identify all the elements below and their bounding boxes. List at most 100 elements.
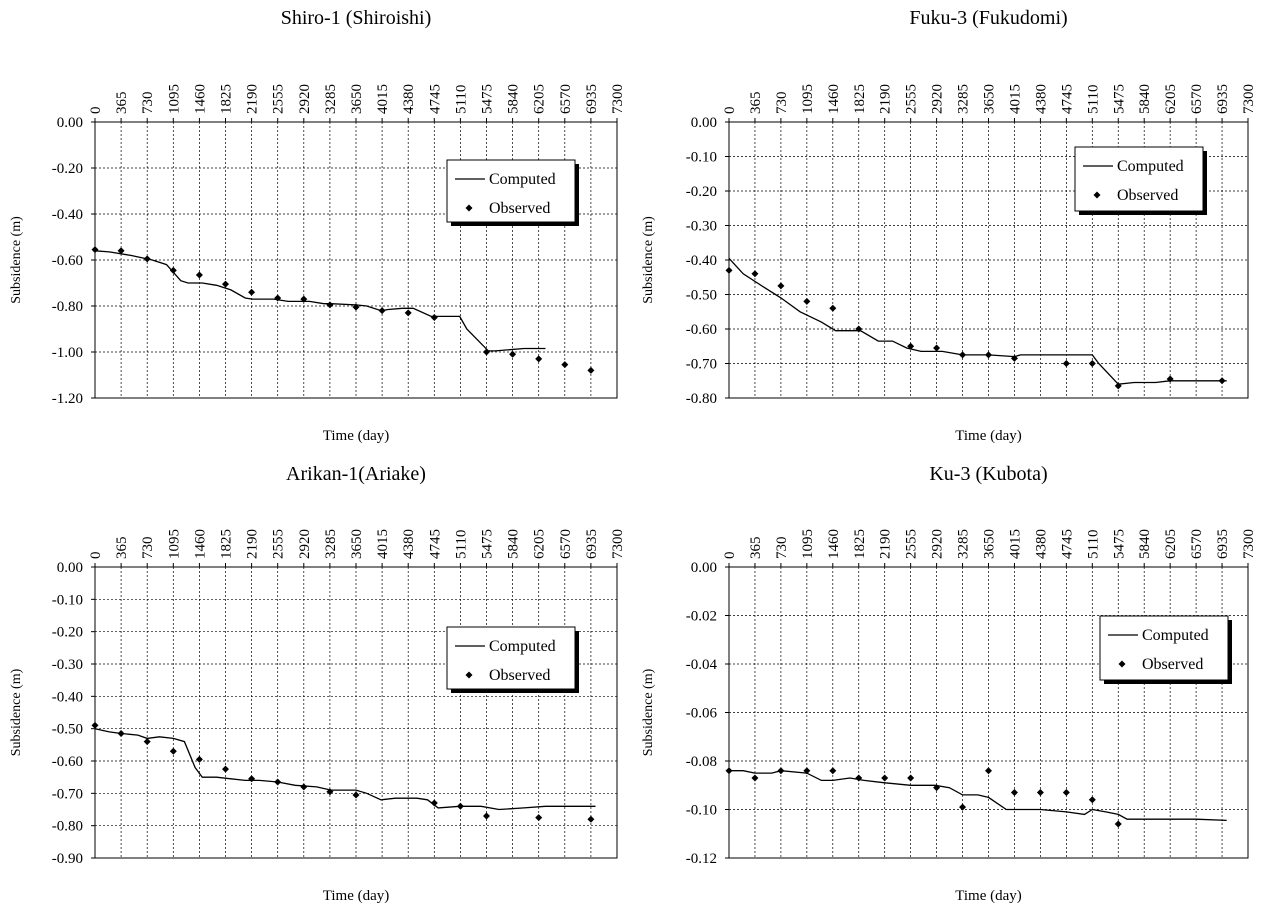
y-tick-label: -0.60 [52, 253, 83, 269]
x-tick-label: 6570 [1189, 84, 1205, 114]
x-tick-label: 5840 [506, 529, 522, 559]
x-tick-label: 1095 [166, 84, 182, 114]
chart-title: Arikan-1(Ariake) [286, 463, 426, 485]
y-tick-label: -0.02 [686, 609, 717, 625]
x-tick-label: 2190 [245, 84, 261, 114]
x-tick-label: 2920 [297, 84, 313, 114]
y-tick-label: -0.80 [686, 391, 717, 407]
y-tick-label: -0.90 [52, 851, 83, 867]
observed-point [535, 355, 543, 363]
y-tick-label: -0.30 [52, 657, 83, 673]
x-tick-label: 6205 [532, 84, 548, 114]
observed-point [1088, 360, 1096, 367]
x-tick-label: 1095 [800, 84, 816, 114]
x-tick-label: 4015 [1007, 529, 1023, 559]
observed-point [143, 738, 151, 746]
x-tick-label: 5840 [506, 84, 522, 114]
observed-point [587, 815, 595, 823]
x-tick-label: 1095 [166, 529, 182, 559]
observed-point [222, 280, 229, 288]
chart-panel-fuku-3: Fuku-3 (Fukudomi) Subsidence (m) Time (d… [632, 0, 1263, 456]
x-tick-label: 3285 [323, 84, 339, 114]
x-tick-label: 6570 [558, 529, 574, 559]
x-tick-label: 3650 [349, 529, 365, 559]
y-axis-label: Subsidence (m) [641, 216, 656, 304]
observed-point [855, 774, 863, 782]
x-axis-label: Time (day) [323, 428, 390, 444]
observed-point [959, 351, 967, 359]
legend: Computed Observed [446, 626, 579, 693]
legend-marker-swatch [465, 671, 473, 679]
observed-point [1062, 789, 1070, 797]
observed-point [404, 309, 412, 317]
observed-point [1114, 382, 1122, 390]
observed-point [352, 791, 360, 799]
x-tick-label: 730 [140, 92, 156, 115]
legend-label: Computed [489, 171, 556, 188]
x-tick-label: 4015 [375, 529, 391, 559]
y-tick-label: -0.06 [686, 706, 718, 722]
x-tick-label: 5475 [1111, 529, 1127, 559]
y-tick-label: -0.10 [686, 150, 717, 166]
observed-series [91, 246, 595, 374]
x-tick-label: 4380 [401, 529, 417, 559]
chart-panel-shiro-1: Shiro-1 (Shiroishi) Subsidence (m) Time … [0, 0, 632, 456]
x-tick-label: 3285 [956, 84, 972, 114]
x-tick-label: 730 [774, 92, 790, 115]
legend-box [446, 626, 576, 690]
observed-point [274, 778, 282, 786]
x-tick-label: 5475 [480, 529, 496, 559]
y-tick-label: -0.20 [52, 625, 83, 641]
x-tick-label: 1460 [192, 529, 208, 559]
observed-point [803, 767, 811, 775]
x-tick-label: 5840 [1137, 84, 1153, 114]
computed-series-line [94, 250, 546, 352]
x-tick-label: 3650 [349, 84, 365, 114]
x-tick-label: 1460 [826, 529, 842, 559]
y-tick-label: -0.50 [52, 722, 83, 738]
observed-point [300, 783, 308, 791]
chart-panel-ku-3: Ku-3 (Kubota) Subsidence (m) Time (day) … [632, 456, 1263, 913]
chart-title: Shiro-1 (Shiroishi) [281, 7, 432, 29]
x-tick-label: 2190 [245, 529, 261, 559]
observed-point [169, 747, 177, 755]
y-tick-label: -0.10 [686, 803, 717, 819]
y-tick-label: -0.12 [686, 851, 717, 867]
x-tick-label: 4745 [427, 84, 443, 114]
x-tick-label: 4745 [1059, 529, 1075, 559]
x-tick-label: 6205 [1163, 529, 1179, 559]
y-tick-label: -0.40 [686, 253, 717, 269]
x-tick-label: 365 [114, 537, 130, 560]
x-tick-label: 5110 [453, 85, 469, 114]
x-tick-label: 7300 [1241, 84, 1257, 114]
observed-point [430, 314, 438, 321]
x-tick-label: 0 [88, 107, 104, 115]
observed-point [274, 294, 282, 302]
x-tick-label: 5110 [1085, 530, 1101, 559]
observed-point [751, 270, 759, 278]
y-tick-label: -0.50 [686, 288, 717, 304]
observed-point [143, 255, 151, 263]
x-tick-label: 4380 [401, 84, 417, 114]
observed-point [483, 812, 490, 820]
x-tick-label: 0 [722, 552, 738, 560]
y-tick-label: -0.20 [686, 184, 717, 200]
legend-label: Observed [1142, 656, 1203, 673]
observed-point [326, 788, 334, 796]
grid [728, 566, 1249, 859]
x-tick-label: 3650 [982, 529, 998, 559]
observed-point [222, 765, 229, 773]
observed-point [1218, 377, 1226, 385]
observed-point [430, 799, 438, 807]
x-tick-label: 6205 [1163, 84, 1179, 114]
observed-point [483, 348, 490, 356]
legend-box [1074, 146, 1204, 212]
x-tick-label: 1095 [800, 529, 816, 559]
legend-label: Computed [1142, 627, 1209, 644]
legend-box [446, 159, 576, 223]
observed-point [933, 344, 941, 352]
x-tick-label: 365 [748, 92, 764, 115]
x-tick-label: 5110 [453, 530, 469, 559]
x-tick-label: 7300 [610, 84, 626, 114]
x-tick-label: 2555 [904, 529, 920, 559]
